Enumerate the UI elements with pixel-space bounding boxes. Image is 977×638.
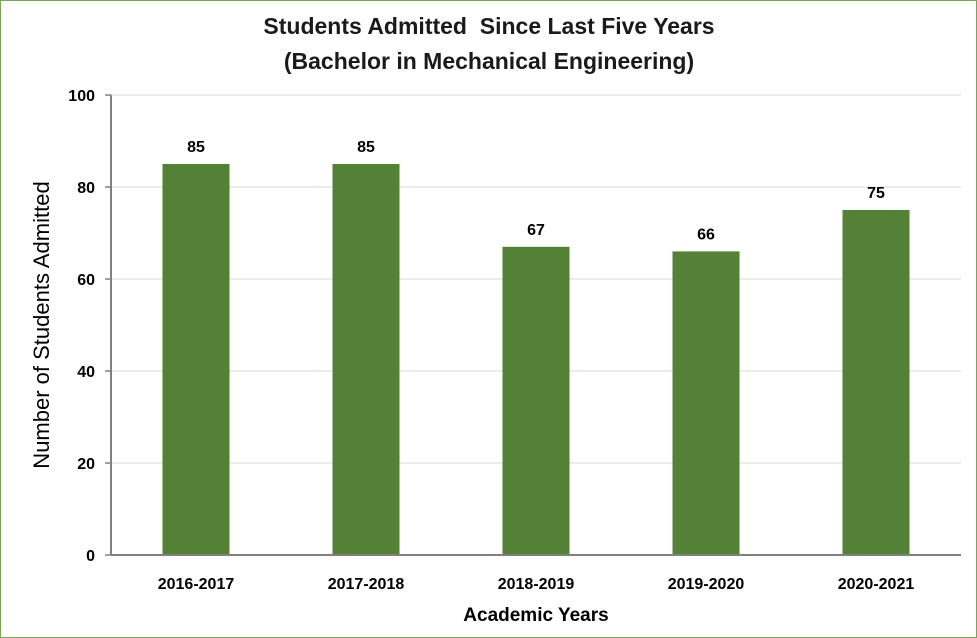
y-axis-title: Number of Students Admitted [29, 181, 54, 468]
data-labels: 85 85 67 66 75 [187, 139, 885, 243]
bar [332, 164, 400, 555]
x-tick-label: 2020-2021 [838, 576, 915, 593]
data-label: 67 [527, 222, 545, 239]
bar [842, 210, 910, 555]
data-label: 66 [697, 226, 715, 243]
data-label: 85 [357, 139, 375, 156]
bars [162, 164, 910, 556]
y-tick-label: 100 [68, 88, 95, 105]
y-tick-label: 40 [77, 364, 95, 381]
y-tick-label: 80 [77, 180, 95, 197]
x-axis-title: Academic Years [463, 605, 608, 626]
x-tick-label: 2019-2020 [668, 576, 745, 593]
x-tick-label: 2016-2017 [158, 576, 235, 593]
bar [162, 164, 230, 555]
chart-subtitle: (Bachelor in Mechanical Engineering) [284, 48, 694, 74]
y-tick-label: 0 [86, 548, 95, 565]
data-label: 75 [867, 185, 885, 202]
x-tick-labels: 2016-2017 2017-2018 2018-2019 2019-2020 2020… [158, 576, 915, 593]
y-tick-label: 20 [77, 456, 95, 473]
bar [502, 246, 570, 556]
bar [672, 251, 740, 555]
x-tick-label: 2017-2018 [328, 576, 405, 593]
axes [105, 94, 961, 556]
x-tick-label: 2018-2019 [498, 576, 575, 593]
chart-title: Students Admitted Since Last Five Years [263, 13, 714, 39]
y-tick-label: 60 [77, 272, 95, 289]
y-tick-labels: 0 20 40 60 80 100 [68, 88, 95, 565]
data-label: 85 [187, 139, 205, 156]
